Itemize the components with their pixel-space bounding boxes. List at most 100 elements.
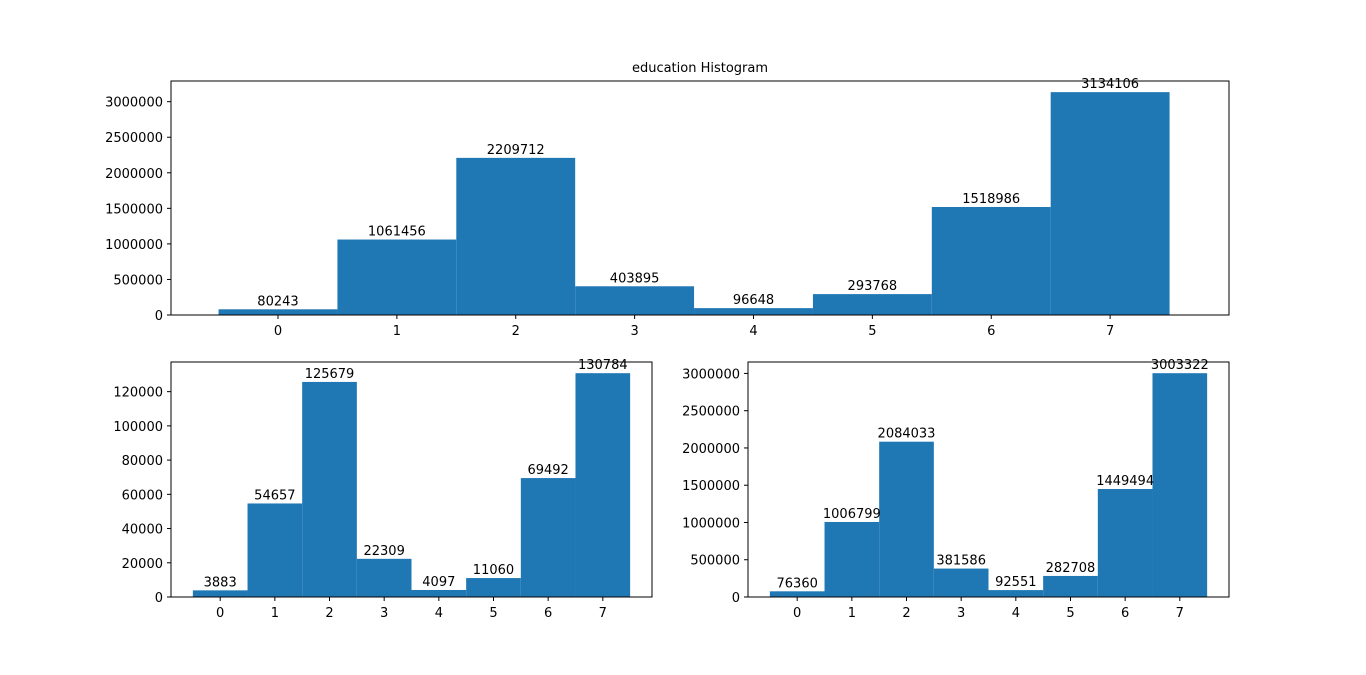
bottom-right-x-tick-label-1: 1 <box>848 606 856 621</box>
bottom-right-histogram-panel: 76360 1006799 2084033 381586 92551 282708 1449… <box>682 358 1230 621</box>
top-data-label-6: 1518986 <box>962 192 1020 207</box>
bottom-left-x-tick-label-1: 1 <box>271 606 279 621</box>
bottom-left-y-tick-label-60000: 60000 <box>122 488 163 503</box>
bottom-right-histogram-y-axis: 0 500000 1000000 1500000 2000000 2500000 30000… <box>682 367 748 606</box>
top-y-tick-label-500000: 500000 <box>113 273 163 288</box>
bottom-left-data-label-1: 54657 <box>254 488 295 503</box>
bottom-right-bar-3 <box>933 568 989 597</box>
bottom-left-histogram-panel: 3883 54657 125679 22309 4097 11060 69492 130784… <box>113 358 653 621</box>
bottom-left-data-label-6: 69492 <box>527 463 568 478</box>
bottom-right-data-label-3: 381586 <box>936 554 986 569</box>
bottom-right-y-tick-label-1500000: 1500000 <box>682 479 740 494</box>
top-histogram-bars <box>218 92 1170 315</box>
bottom-left-y-tick-label-0: 0 <box>155 591 163 606</box>
bottom-left-bar-5 <box>466 578 521 597</box>
bottom-right-y-tick-label-0: 0 <box>732 591 740 606</box>
bottom-right-data-label-2: 2084033 <box>878 427 936 442</box>
bottom-right-bar-4 <box>988 590 1044 597</box>
bottom-left-data-label-4: 4097 <box>422 575 455 590</box>
bottom-left-bar-7 <box>575 373 631 597</box>
bottom-right-bar-2 <box>879 441 934 597</box>
bottom-right-bar-5 <box>1043 575 1098 597</box>
bottom-right-data-label-4: 92551 <box>995 575 1036 590</box>
top-bar-0 <box>218 309 338 315</box>
bottom-right-y-tick-label-2000000: 2000000 <box>682 442 740 457</box>
bottom-right-x-tick-label-7: 7 <box>1176 606 1184 621</box>
bottom-right-histogram-x-axis: 0 1 2 3 4 5 6 7 <box>793 597 1184 621</box>
top-data-label-3: 403895 <box>610 271 660 286</box>
bottom-left-bar-2 <box>302 381 357 597</box>
bottom-left-bar-0 <box>192 590 248 597</box>
bottom-left-x-tick-label-2: 2 <box>325 606 333 621</box>
bottom-left-data-label-0: 3883 <box>204 575 237 590</box>
bottom-left-histogram-y-axis: 0 20000 40000 60000 80000 100000 120000 <box>113 386 171 606</box>
top-data-label-2: 2209712 <box>487 143 545 158</box>
bottom-right-x-tick-label-4: 4 <box>1012 606 1020 621</box>
top-bar-7 <box>1050 92 1170 315</box>
bottom-right-x-tick-label-3: 3 <box>957 606 965 621</box>
top-bar-5 <box>812 294 932 315</box>
top-data-label-7: 3134106 <box>1081 77 1139 92</box>
bottom-left-histogram-data-labels: 3883 54657 125679 22309 4097 11060 69492 130784 <box>204 358 628 590</box>
bottom-left-bar-6 <box>520 478 576 597</box>
bottom-right-data-label-6: 1449494 <box>1096 474 1154 489</box>
bottom-right-y-tick-label-3000000: 3000000 <box>682 367 740 382</box>
bottom-left-y-tick-label-40000: 40000 <box>122 523 163 538</box>
bottom-left-histogram-bars <box>192 373 631 597</box>
top-x-tick-label-1: 1 <box>393 324 401 339</box>
top-y-tick-label-1000000: 1000000 <box>105 238 163 253</box>
bottom-right-x-tick-label-2: 2 <box>902 606 910 621</box>
bottom-left-y-tick-label-20000: 20000 <box>122 557 163 572</box>
bottom-right-y-tick-label-1000000: 1000000 <box>682 516 740 531</box>
bottom-left-data-label-2: 125679 <box>305 367 355 382</box>
bottom-left-x-tick-label-4: 4 <box>435 606 443 621</box>
bottom-right-y-tick-label-2500000: 2500000 <box>682 405 740 420</box>
bottom-right-histogram-bars <box>769 373 1208 597</box>
top-x-tick-label-3: 3 <box>630 324 638 339</box>
bottom-right-x-tick-label-5: 5 <box>1066 606 1074 621</box>
bottom-left-x-tick-label-0: 0 <box>216 606 224 621</box>
bottom-left-x-tick-label-5: 5 <box>489 606 497 621</box>
top-histogram-data-labels: 80243 1061456 2209712 403895 96648 293768 1518… <box>257 77 1139 309</box>
top-y-tick-label-1500000: 1500000 <box>105 202 163 217</box>
bottom-left-x-tick-label-6: 6 <box>544 606 552 621</box>
bottom-right-data-label-1: 1006799 <box>823 507 881 522</box>
top-x-tick-label-6: 6 <box>987 324 995 339</box>
top-histogram-axes-frame <box>170 80 1230 316</box>
bottom-left-x-tick-label-3: 3 <box>380 606 388 621</box>
bottom-left-data-label-5: 11060 <box>473 563 514 578</box>
top-x-tick-label-7: 7 <box>1106 324 1114 339</box>
top-bar-2 <box>456 157 576 315</box>
bottom-right-y-tick-label-500000: 500000 <box>690 554 740 569</box>
bottom-left-histogram-axes-frame <box>170 361 653 598</box>
bottom-right-data-label-7: 3003322 <box>1151 358 1209 373</box>
top-data-label-0: 80243 <box>257 294 298 309</box>
bottom-left-data-label-3: 22309 <box>363 544 404 559</box>
bottom-right-histogram-axes-frame <box>747 361 1230 598</box>
bottom-right-x-tick-label-0: 0 <box>793 606 801 621</box>
bottom-right-bar-1 <box>824 521 880 597</box>
top-bar-4 <box>694 308 813 315</box>
bottom-left-histogram-x-axis: 0 1 2 3 4 5 6 7 <box>216 597 607 621</box>
top-y-tick-label-2000000: 2000000 <box>105 167 163 182</box>
bottom-left-bar-3 <box>356 558 412 597</box>
top-histogram-y-axis: 0 500000 1000000 1500000 2000000 2500000 30000… <box>105 96 171 324</box>
bottom-right-bar-6 <box>1097 488 1153 597</box>
top-data-label-1: 1061456 <box>368 225 426 240</box>
bottom-left-bar-1 <box>247 503 303 597</box>
top-y-tick-label-0: 0 <box>155 309 163 324</box>
bottom-right-bar-0 <box>769 591 825 597</box>
top-bar-1 <box>337 239 457 315</box>
top-histogram-x-axis: 0 1 2 3 4 5 6 7 <box>274 315 1114 339</box>
top-x-tick-label-4: 4 <box>749 324 757 339</box>
top-y-tick-label-2500000: 2500000 <box>105 131 163 146</box>
bottom-right-data-label-0: 76360 <box>777 576 818 591</box>
bottom-left-x-tick-label-7: 7 <box>599 606 607 621</box>
top-data-label-5: 293768 <box>848 279 898 294</box>
top-x-tick-label-2: 2 <box>512 324 520 339</box>
top-x-tick-label-5: 5 <box>868 324 876 339</box>
top-x-tick-label-0: 0 <box>274 324 282 339</box>
top-histogram-panel: education Histogram 80243 1061456 2209712 4… <box>105 61 1230 339</box>
